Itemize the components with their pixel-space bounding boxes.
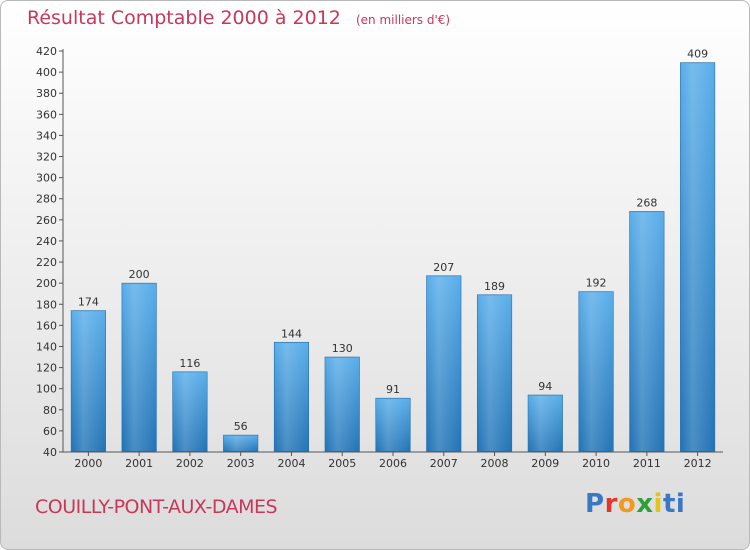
- x-tick-label: 2005: [328, 457, 356, 470]
- x-tick-label: 2000: [74, 457, 102, 470]
- x-tick-label: 2007: [430, 457, 458, 470]
- bar-value-label: 192: [586, 277, 607, 290]
- y-tick-label: 380: [36, 87, 57, 100]
- bar-value-label: 189: [484, 280, 505, 293]
- x-tick-label: 2008: [481, 457, 509, 470]
- x-tick-label: 2011: [633, 457, 661, 470]
- bar-value-label: 56: [234, 420, 248, 433]
- place-name: COUILLY-PONT-AUX-DAMES: [35, 496, 278, 518]
- bar-value-label: 174: [78, 296, 99, 309]
- y-tick-label: 400: [36, 66, 57, 79]
- x-tick-label: 2002: [176, 457, 204, 470]
- brand-letter: t: [662, 489, 676, 519]
- y-tick-label: 200: [36, 277, 57, 290]
- bar-highlight: [427, 276, 461, 451]
- x-tick-label: 2009: [531, 457, 559, 470]
- y-tick-label: 40: [43, 446, 57, 459]
- brand-letter: r: [604, 489, 618, 519]
- bar-highlight: [529, 396, 562, 451]
- brand-letter: o: [617, 489, 637, 519]
- bar-highlight: [478, 295, 511, 451]
- y-axis: 40 60 80 100 120 140 160 180 200 220 240 260 280 300 3…: [36, 45, 64, 459]
- x-tick-label: 2004: [277, 457, 305, 470]
- brand-letter: x: [636, 489, 654, 519]
- brand-letter: i: [653, 489, 663, 519]
- y-tick-label: 420: [36, 45, 57, 58]
- y-tick-label: 340: [36, 129, 57, 142]
- x-tick-label: 2006: [379, 457, 407, 470]
- bar-value-label: 91: [386, 383, 400, 396]
- bar-highlight: [681, 63, 714, 451]
- bar-value-label: 130: [332, 342, 353, 355]
- bar-value-label: 268: [636, 196, 657, 209]
- y-tick-label: 300: [36, 172, 57, 185]
- y-tick-label: 80: [43, 404, 57, 417]
- brand-letter: P: [585, 489, 605, 519]
- y-tick-label: 60: [43, 425, 57, 438]
- bar-highlight: [630, 212, 664, 451]
- y-tick-label: 280: [36, 193, 57, 206]
- y-tick-label: 320: [36, 151, 57, 164]
- title-row: Résultat Comptable 2000 à 2012 (en milli…: [27, 7, 450, 29]
- bar-highlight: [224, 436, 257, 451]
- x-axis: 2000 2001 2002 2003 2004 2005 2006 2007 2008 2009…: [63, 451, 723, 470]
- y-tick-label: 220: [36, 256, 57, 269]
- y-tick-label: 360: [36, 108, 57, 121]
- chart-subtitle: (en milliers d'€): [355, 13, 451, 27]
- bar-highlight: [325, 358, 359, 451]
- y-tick-label: 240: [36, 235, 57, 248]
- x-tick-label: 2012: [684, 457, 712, 470]
- y-tick-label: 100: [36, 383, 57, 396]
- x-tick-label: 2001: [125, 457, 153, 470]
- brand-letter: i: [675, 489, 686, 519]
- y-tick-label: 120: [36, 362, 57, 375]
- bar-highlight: [275, 343, 308, 451]
- bar-highlight: [122, 284, 156, 451]
- bar-value-label: 144: [281, 327, 302, 340]
- bar-highlight: [72, 311, 105, 451]
- y-tick-label: 160: [36, 319, 57, 332]
- bars-group: 174 200 116 56 144 130 91 207 189 94 192 268 409: [70, 48, 716, 453]
- y-tick-label: 140: [36, 340, 57, 353]
- y-tick-label: 180: [36, 298, 57, 311]
- bar-value-label: 207: [433, 261, 454, 274]
- x-tick-label: 2010: [582, 457, 610, 470]
- bar-highlight: [579, 292, 613, 451]
- bar-highlight: [173, 372, 207, 451]
- bar-highlight: [376, 399, 410, 451]
- bar-value-label: 116: [179, 357, 200, 370]
- brand-logo: Proxiti: [585, 489, 685, 519]
- chart-title: Résultat Comptable 2000 à 2012: [27, 7, 341, 29]
- y-tick-label: 260: [36, 214, 57, 227]
- bar-value-label: 200: [129, 268, 150, 281]
- bar-value-label: 94: [538, 380, 552, 393]
- x-tick-label: 2003: [227, 457, 255, 470]
- bar-value-label: 409: [687, 48, 708, 61]
